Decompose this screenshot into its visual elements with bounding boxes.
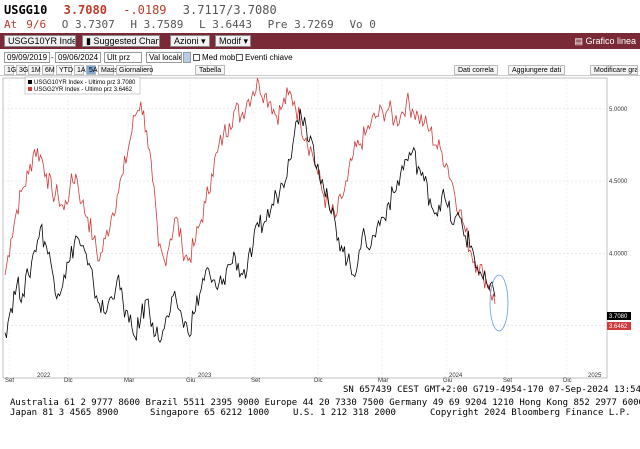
period-mass[interactable]: Mass <box>98 65 118 75</box>
quote-line-2: At 9/6 O 3.7307 H 3.7589 L 3.6443 Pre 3.7… <box>4 18 385 31</box>
suggested-charts-button[interactable]: ▮ Suggested Charts <box>82 35 160 47</box>
footer-singapore: Singapore 65 6212 1000 <box>150 408 270 418</box>
x-axis: Set Dic Mar Giu Set Dic Mar Giu Set Dic 2022 2023 20… <box>5 373 602 383</box>
volume: Vo 0 <box>349 18 376 31</box>
modify-label: Modif <box>219 36 242 46</box>
grid <box>3 80 607 376</box>
quote-line-1: USGG10 3.7080 -.0189 3.7117/3.7080 <box>4 3 286 17</box>
date-separator: - <box>51 53 54 62</box>
key-events-checkbox[interactable] <box>236 54 243 61</box>
add-data-button[interactable]: Aggiungere dati <box>508 65 566 75</box>
footer-us: U.S. 1 212 318 2000 <box>293 408 396 418</box>
chart-type-button[interactable]: ▤ Grafico linea <box>574 35 636 47</box>
modify-chart-button[interactable]: Modificare gra <box>590 65 638 75</box>
x-tick-month: Dic <box>314 378 323 383</box>
period-3g[interactable]: 3G <box>16 65 28 75</box>
session-info: SN 657439 CEST GMT+2:00 G719-4954-170 07… <box>343 385 640 395</box>
period-5a[interactable]: 5A <box>86 65 98 75</box>
chart-icon: ▮ <box>86 36 94 46</box>
footer-japan: Japan 81 3 4565 8900 <box>10 408 119 418</box>
modify-menu[interactable]: Modif ▾ <box>215 35 251 47</box>
table-tab[interactable]: Tabella <box>195 65 226 75</box>
moving-avg-checkbox[interactable] <box>193 54 200 61</box>
series-line-10y <box>4 108 496 344</box>
series-line-2y <box>4 78 496 304</box>
x-tick-year: 2025 <box>588 373 602 379</box>
chevron-down-icon: ▾ <box>201 36 206 46</box>
suggested-charts-label: Suggested Charts <box>93 36 160 46</box>
currency-select[interactable]: Val locale <box>146 52 182 63</box>
key-events-label: Eventi chiave <box>245 53 293 62</box>
security-field[interactable]: USGG10YR Index <box>4 35 76 47</box>
open-price: O 3.7307 <box>61 18 115 31</box>
legend-swatch-10y <box>28 80 32 84</box>
x-tick-month: Giu <box>186 378 195 383</box>
footer-copyright: Copyright 2024 Bloomberg Finance L.P. <box>430 408 631 418</box>
last-tag-2y <box>607 322 631 330</box>
x-tick-year: 2024 <box>449 373 463 379</box>
period-1m[interactable]: 1M <box>28 65 41 75</box>
last-tag-10y <box>607 312 631 320</box>
prev-price: Pre 3.7269 <box>267 18 334 31</box>
x-tick-month: Dic <box>64 378 73 383</box>
chart-type-label: Grafico linea <box>585 36 636 46</box>
price-change: -.0189 <box>123 3 167 17</box>
x-tick-month: Mar <box>124 378 134 383</box>
toolbar: USGG10YR Index ▮ Suggested Charts Azioni… <box>0 33 640 49</box>
actions-label: Azioni <box>174 36 199 46</box>
legend-label-2y: USGG2YR Index - Ultimo prz 3.6462 <box>34 87 133 93</box>
x-tick-year: 2023 <box>198 373 212 379</box>
at-label: At <box>4 18 18 31</box>
footer-phones-1: Australia 61 2 9777 8600 Brazil 5511 239… <box>10 398 640 408</box>
legend: USGG10YR Index - Ultimo prz 3.7080 USGG2… <box>24 76 141 95</box>
currency-dropdown-icon[interactable] <box>183 52 191 63</box>
x-tick-month: Set <box>251 378 260 383</box>
x-tick-month: Dic <box>563 378 572 383</box>
period-1a[interactable]: 1A <box>74 65 86 75</box>
end-date-field[interactable]: 09/06/2024 <box>55 52 101 63</box>
x-tick-month: Set <box>5 378 14 383</box>
last-price: 3.7080 <box>63 3 107 17</box>
moving-avg-label: Med mob. <box>202 53 238 62</box>
legend-swatch-2y <box>28 87 32 91</box>
y-tick-label: 4.0000 <box>609 251 628 257</box>
actions-menu[interactable]: Azioni ▾ <box>170 35 210 47</box>
last-value-tags: 3.7080 3.6462 <box>607 312 631 330</box>
low-price: L 3.6443 <box>198 18 252 31</box>
start-date-field[interactable]: 09/09/2019 <box>4 52 50 63</box>
bid-ask: 3.7117/3.7080 <box>182 3 277 17</box>
period-1g[interactable]: 1G <box>4 65 16 75</box>
at-date: 9/6 <box>26 18 47 31</box>
high-price: H 3.7589 <box>130 18 184 31</box>
legend-label-10y: USGG10YR Index - Ultimo prz 3.7080 <box>34 80 136 86</box>
x-tick-month: Set <box>503 378 512 383</box>
period-giornaliero[interactable]: Giornaliero <box>116 65 153 75</box>
period-ytd[interactable]: YTD <box>56 65 73 75</box>
last-tag-2y-text: 3.6462 <box>609 324 628 330</box>
annotation-ellipse <box>489 274 509 332</box>
field-select[interactable]: Ult prz <box>104 52 142 63</box>
x-tick-month: Giu <box>443 378 452 383</box>
period-6m[interactable]: 6M <box>42 65 55 75</box>
line-chart-icon: ▤ <box>574 36 586 46</box>
chevron-down-icon: ▾ <box>243 36 249 46</box>
period-selector: 1G 3G 1M 6M YTD 1A 5A Mass Giornaliero Tabella D… <box>0 64 640 76</box>
y-tick-label: 4.5000 <box>609 179 628 185</box>
ticker: USGG10 <box>4 3 48 17</box>
x-tick-year: 2022 <box>37 373 51 379</box>
series-lines <box>4 78 496 344</box>
x-tick-month: Mar <box>378 378 388 383</box>
data-correlation-tab[interactable]: Dati correla <box>454 65 498 75</box>
legend-box <box>24 76 141 95</box>
last-tag-10y-text: 3.7080 <box>609 314 628 320</box>
settings-row: 09/09/2019 - 09/06/2024 Ult prz Val loca… <box>0 51 640 64</box>
plot-area <box>2 77 608 379</box>
y-tick-label: 5.0000 <box>609 107 628 113</box>
